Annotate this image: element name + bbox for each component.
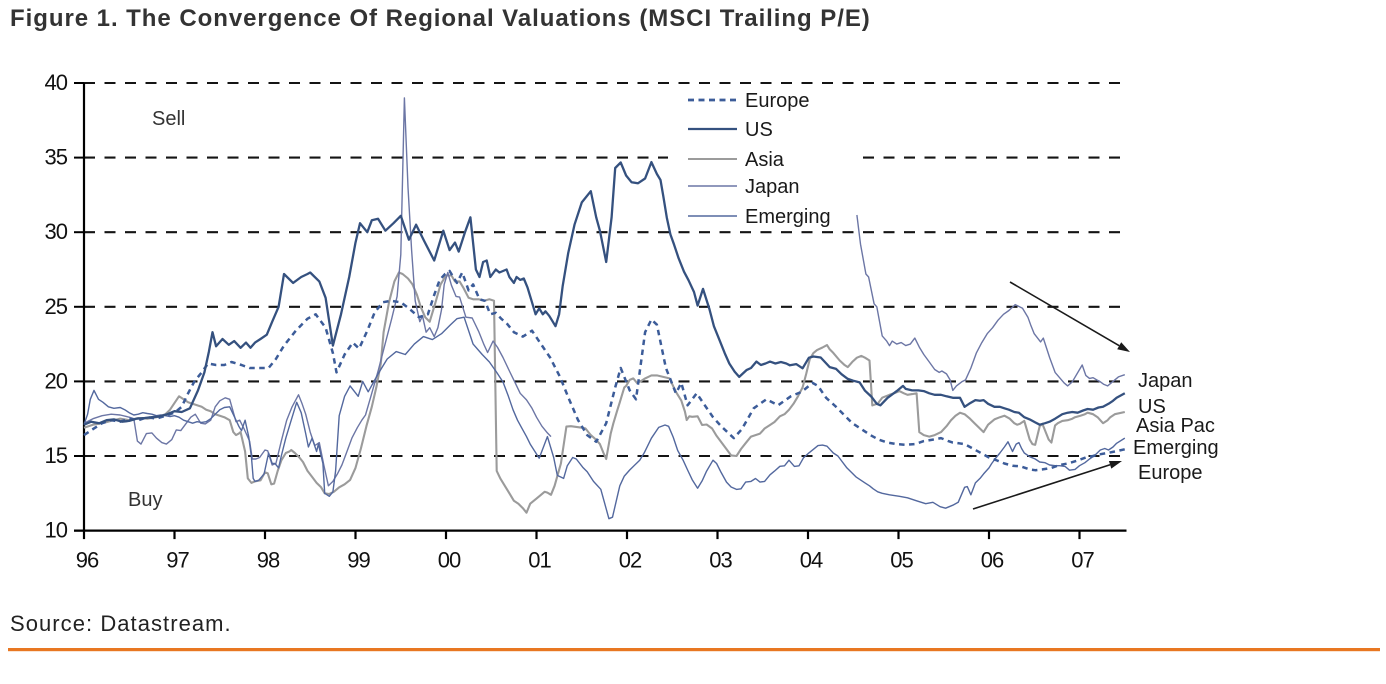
svg-text:30: 30 [45,219,68,244]
svg-text:00: 00 [438,548,461,573]
svg-text:04: 04 [800,548,823,573]
svg-text:Emerging: Emerging [1133,437,1219,459]
svg-text:Japan: Japan [745,176,800,198]
svg-text:20: 20 [45,368,68,393]
svg-text:15: 15 [45,443,68,468]
svg-text:Europe: Europe [745,90,810,112]
svg-text:US: US [745,119,773,141]
svg-text:10: 10 [45,518,68,543]
svg-text:99: 99 [347,548,370,573]
svg-text:Buy: Buy [128,489,162,511]
svg-text:Asia Pac: Asia Pac [1136,415,1215,437]
svg-text:Figure 1. The Convergence Of R: Figure 1. The Convergence Of Regional Va… [10,5,871,32]
svg-text:96: 96 [76,548,99,573]
svg-text:US: US [1138,396,1166,418]
svg-text:Sell: Sell [152,108,185,130]
svg-text:Emerging: Emerging [745,206,831,228]
svg-text:25: 25 [45,294,68,319]
svg-text:40: 40 [45,70,68,95]
svg-text:Source: Datastream.: Source: Datastream. [10,611,232,636]
svg-text:97: 97 [166,548,189,573]
svg-text:06: 06 [981,548,1004,573]
svg-text:07: 07 [1071,548,1094,573]
svg-text:98: 98 [257,548,280,573]
svg-text:05: 05 [890,548,913,573]
svg-text:03: 03 [709,548,732,573]
svg-text:Asia: Asia [745,149,785,171]
svg-text:02: 02 [619,548,642,573]
svg-text:35: 35 [45,145,68,170]
svg-text:Japan: Japan [1138,370,1193,392]
svg-text:01: 01 [528,548,551,573]
svg-text:Europe: Europe [1138,462,1203,484]
